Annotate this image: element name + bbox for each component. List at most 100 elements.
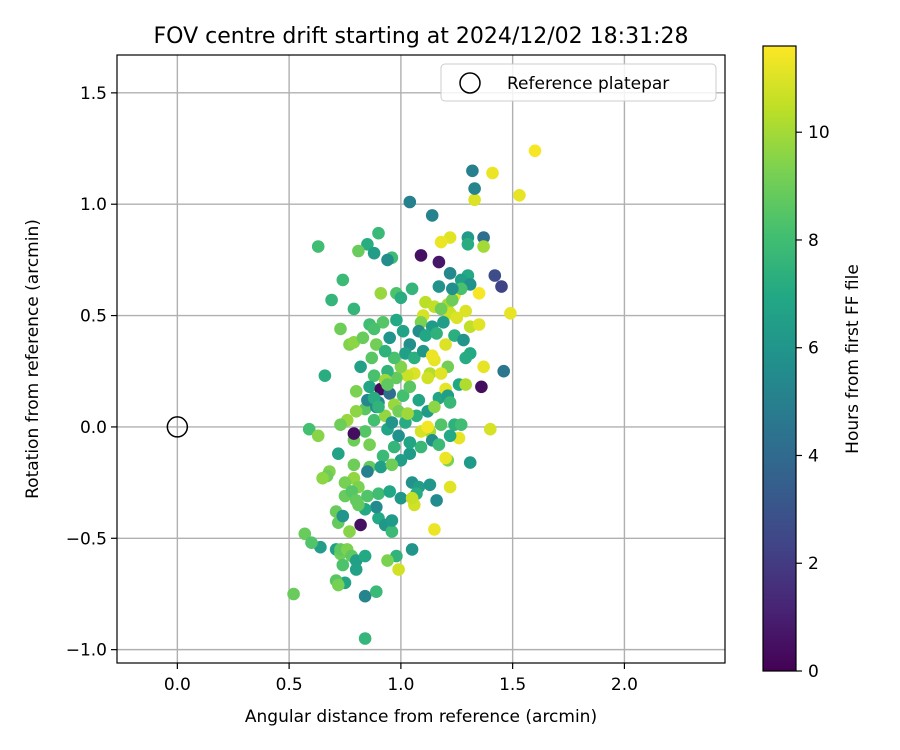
data-point [361,238,374,251]
data-point [468,182,481,195]
data-points [287,144,542,645]
data-point [472,287,486,300]
data-point [358,632,372,645]
data-point [434,367,448,380]
data-point [461,238,475,251]
data-point [334,322,347,336]
data-point [463,456,477,469]
data-point [394,291,408,305]
x-tick-label: 2.0 [611,675,638,695]
data-point [336,509,350,523]
data-point [376,449,390,463]
colorbar-label: Hours from first FF file [843,264,863,454]
data-point [412,393,426,407]
data-point [405,282,419,296]
data-point [504,307,517,320]
data-point [356,331,370,345]
data-point [372,226,385,240]
data-point [475,380,488,394]
data-point [387,351,401,365]
data-point [298,527,312,541]
data-point [432,280,446,293]
data-point [408,351,421,365]
data-point [311,240,325,253]
data-point [392,429,405,443]
data-point [421,420,435,434]
data-point [361,465,374,478]
colorbar-tick-label: 10 [808,123,830,143]
data-point [396,389,410,403]
data-point [381,253,394,267]
y-axis-label: Rotation from reference (arcmin) [23,219,43,499]
data-point [443,396,457,409]
data-point [336,558,350,572]
data-point [513,189,526,202]
data-point [457,333,470,347]
data-point [316,471,329,485]
data-point [367,246,381,260]
data-point [439,451,452,465]
data-point [367,322,381,336]
x-axis-label: Angular distance from reference (arcmin) [245,707,597,727]
data-point [354,360,367,374]
data-point [387,440,401,454]
data-point [446,282,459,296]
data-point [347,302,361,316]
data-point [434,302,448,316]
data-point [425,209,439,222]
data-point [454,282,468,296]
data-point [336,273,350,287]
legend-box [440,63,717,102]
data-point [488,269,502,282]
data-point [374,287,388,300]
y-tick-label: −1.0 [66,641,107,661]
colorbar-tick-label: 4 [808,446,819,466]
data-point [477,360,490,374]
data-point [423,478,437,492]
data-point [454,418,468,432]
data-point [374,460,388,474]
chart-title: FOV centre drift starting at 2024/12/02 … [154,24,689,49]
y-tick-label: 1.5 [80,84,107,104]
data-point [349,405,363,418]
data-point [459,304,473,318]
data-point [414,440,428,454]
x-tick-label: 1.5 [499,675,526,695]
data-point [390,313,403,327]
data-point [381,378,394,391]
data-point [332,578,345,592]
data-point [466,164,479,178]
data-point [370,585,383,598]
data-point [430,494,443,507]
data-point [372,400,385,414]
data-point [437,316,450,329]
data-point [370,338,383,351]
data-point [394,360,408,374]
data-point [383,485,397,498]
legend-entry-reference: Reference platepar [507,74,669,94]
plot-frame [116,54,726,664]
data-point [430,327,443,340]
data-point [352,498,365,512]
data-point [363,438,376,452]
data-point [385,514,399,527]
data-point [495,280,508,293]
data-point [367,369,381,383]
data-point [472,318,486,331]
data-point [439,338,452,351]
data-point [390,371,403,385]
data-point [383,331,397,345]
data-point [434,235,448,249]
x-tick-label: 0.0 [164,675,191,695]
colorbar: 0 2 4 6 8 10 Hours from first FF file [762,45,863,682]
data-point [484,422,497,436]
data-point [352,244,365,258]
data-point [446,293,459,307]
data-point [401,369,414,383]
data-point [405,491,419,505]
data-point [425,349,439,363]
data-point [358,425,372,438]
reference-platepar-marker [166,416,189,438]
data-point [370,500,383,514]
